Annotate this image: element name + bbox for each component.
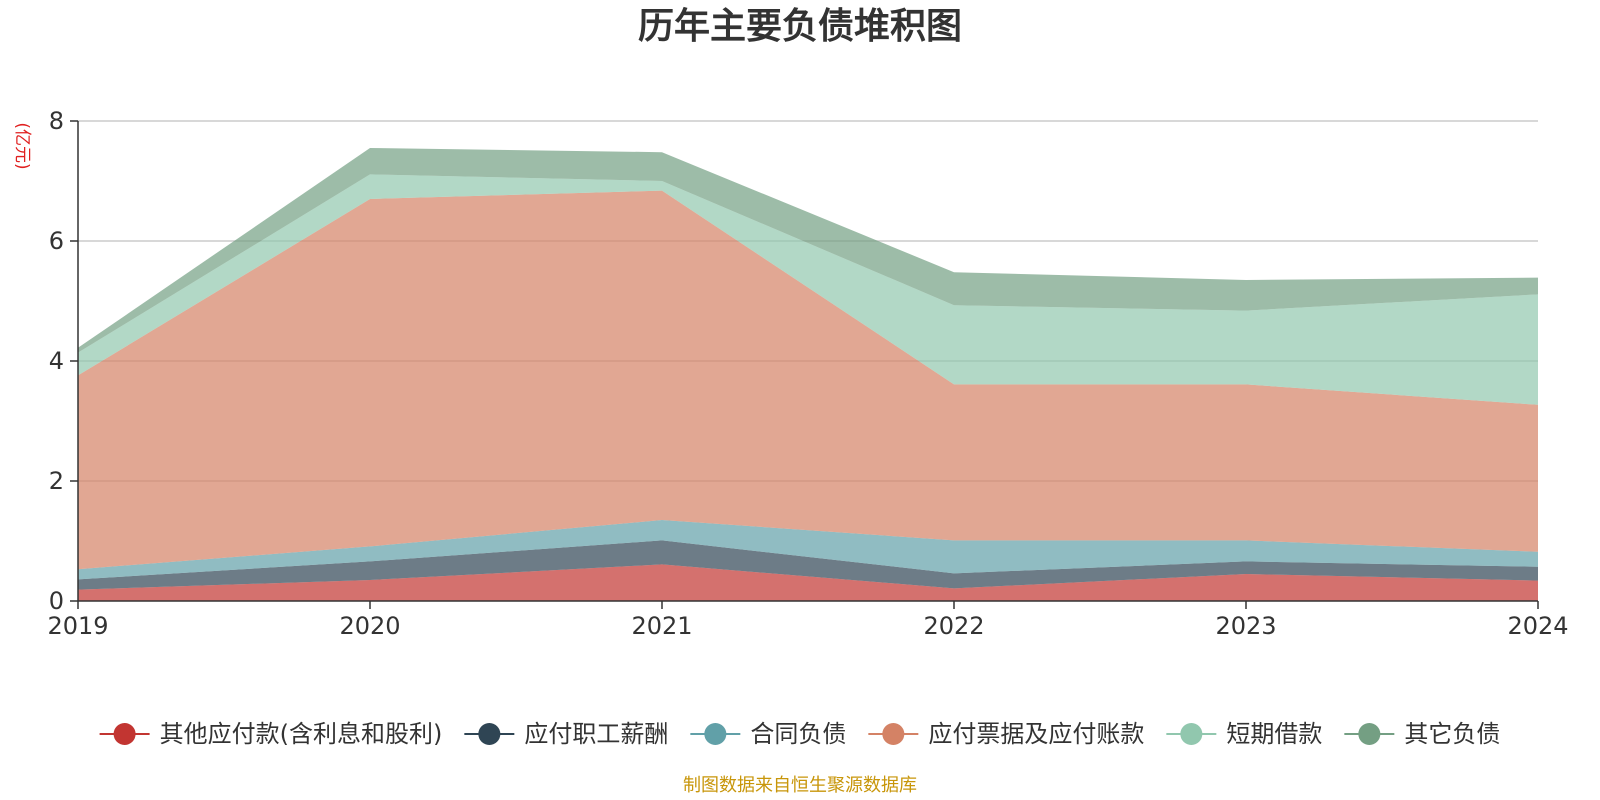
area-series-5[interactable]: [78, 148, 1538, 353]
x-tick-label: 2022: [923, 612, 984, 640]
x-tick-label: 2024: [1507, 612, 1568, 640]
area-series-1[interactable]: [78, 540, 1538, 590]
legend-item-1[interactable]: 应付职工薪酬: [464, 720, 668, 748]
y-tick-label: 0: [49, 587, 64, 615]
x-tick-label: 2023: [1215, 612, 1276, 640]
x-tick-label: 2020: [339, 612, 400, 640]
legend-marker: [1358, 723, 1381, 745]
area-series-0[interactable]: [78, 564, 1538, 601]
legend-item-4[interactable]: 短期借款: [1166, 720, 1322, 748]
y-unit-label: (亿元): [12, 122, 32, 169]
legend-marker: [1180, 723, 1203, 745]
y-tick-label: 8: [49, 107, 64, 135]
legend-item-5[interactable]: 其它负债: [1344, 720, 1500, 748]
legend-label: 合同负债: [750, 720, 846, 748]
legend-item-2[interactable]: 合同负债: [690, 720, 846, 748]
legend-marker: [882, 723, 905, 745]
legend-item-0[interactable]: 其他应付款(含利息和股利): [99, 720, 443, 748]
x-tick-label: 2019: [47, 612, 108, 640]
legend-item-3[interactable]: 应付票据及应付账款: [868, 720, 1144, 748]
y-tick-label: 6: [49, 227, 64, 255]
y-tick-label: 2: [49, 467, 64, 495]
legend-marker: [478, 723, 501, 745]
legend-label: 短期借款: [1226, 720, 1322, 748]
area-series-2[interactable]: [78, 520, 1538, 580]
legend-label: 应付职工薪酬: [524, 720, 668, 748]
area-series-4[interactable]: [78, 174, 1538, 405]
area-series-3[interactable]: [78, 190, 1538, 570]
legend-marker: [113, 723, 136, 745]
chart-title: 历年主要负债堆积图: [638, 6, 962, 47]
data-source-note: 制图数据来自恒生聚源数据库: [683, 775, 917, 796]
x-tick-label: 2021: [631, 612, 692, 640]
legend-marker: [704, 723, 727, 745]
legend-label: 其他应付款(含利息和股利): [160, 720, 443, 748]
y-tick-label: 4: [49, 347, 64, 375]
legend-label: 应付票据及应付账款: [928, 720, 1144, 748]
legend-label: 其它负债: [1404, 720, 1500, 748]
